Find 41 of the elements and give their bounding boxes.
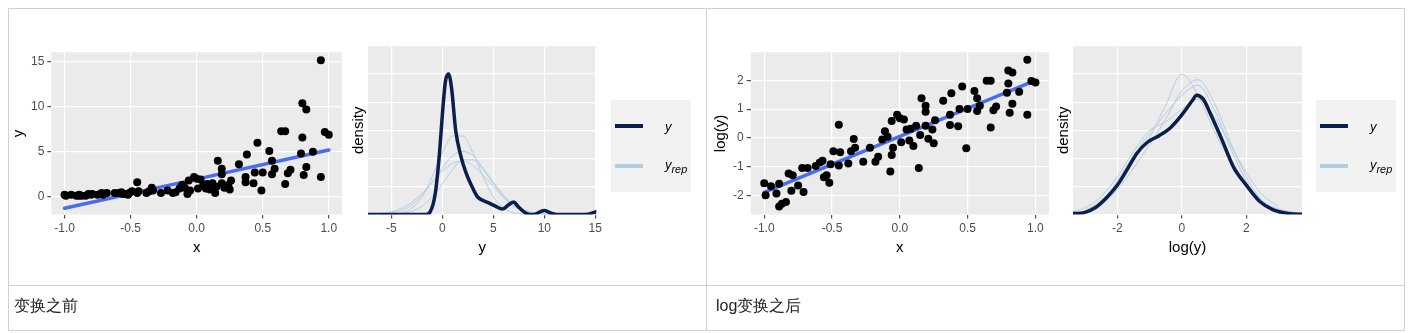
x-tick-label: -1.0 [54, 221, 76, 236]
x-tick-label: 0 [1178, 221, 1186, 236]
legend-label: y [1370, 118, 1377, 134]
x-axis-title: log(y) [1168, 238, 1207, 256]
y-tick-label: 1 [736, 101, 744, 116]
x-tick-label: 15 [588, 221, 603, 236]
x-tick-label: -5 [386, 221, 398, 236]
legend-label: y [665, 118, 672, 134]
y-axis-title: density [1054, 106, 1072, 155]
x-tick-label: 0.5 [959, 221, 977, 236]
x-tick-label: 1.0 [1027, 221, 1045, 236]
x-tick-label: 5 [490, 221, 498, 236]
x-tick-label: -2 [1112, 221, 1124, 236]
y-tick-label: 5 [37, 144, 45, 159]
text: 变换之前 [14, 296, 78, 316]
y-tick-label: 10 [30, 99, 45, 114]
y-tick-label: 0 [736, 130, 744, 145]
x-axis-title: x [896, 238, 905, 256]
y-tick-label: -1 [733, 158, 744, 173]
legend-label: y$_{rep}$ [1370, 157, 1393, 175]
legend-label: y$_{rep}$ [665, 157, 688, 175]
x-tick-label: 0 [439, 221, 447, 236]
x-tick-label: 0.0 [188, 221, 206, 236]
y-tick-label: 0 [37, 188, 45, 203]
y-tick-label: -2 [733, 187, 744, 202]
x-tick-label: 10 [537, 221, 552, 236]
y-tick-label: 2 [736, 72, 744, 87]
x-tick-label: -1.0 [753, 221, 775, 236]
x-tick-label: 2 [1242, 221, 1250, 236]
text: log变换之后 [716, 296, 802, 316]
x-tick-label: -0.5 [120, 221, 142, 236]
x-axis-title: x [192, 238, 201, 256]
y-axis-title: log(y) [711, 114, 729, 153]
x-tick-label: 0.5 [254, 221, 272, 236]
x-tick-label: -0.5 [821, 221, 843, 236]
y-axis-title: y [9, 129, 27, 138]
x-tick-label: 0.0 [891, 221, 909, 236]
y-tick-label: 15 [30, 54, 45, 69]
x-axis-title: y [478, 238, 487, 256]
y-axis-title: density [349, 106, 367, 155]
x-tick-label: 1.0 [320, 221, 338, 236]
